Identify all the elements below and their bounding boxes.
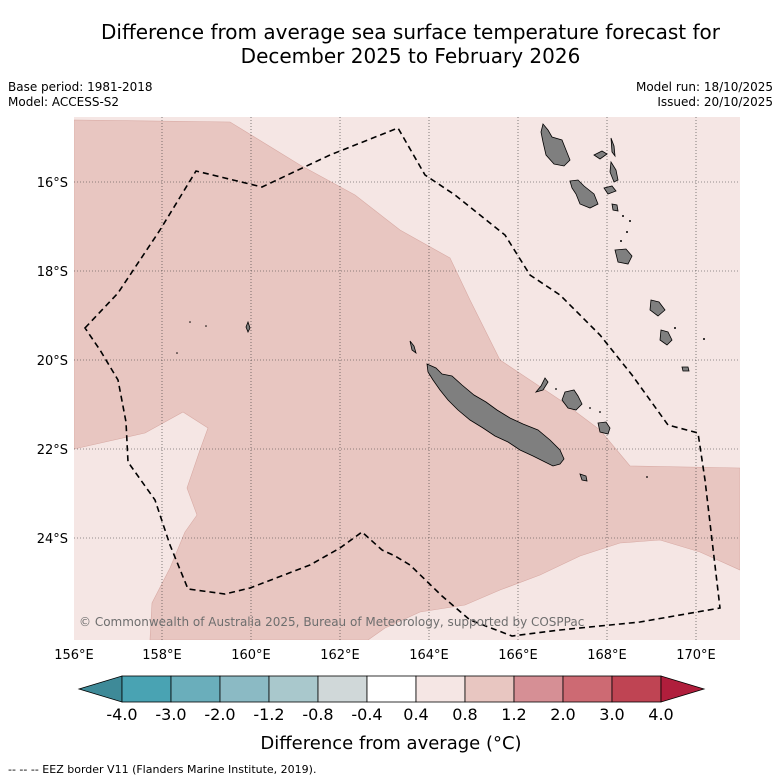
lat-label-22s: 22°S — [37, 443, 68, 458]
grande-terre-island — [426, 363, 565, 467]
lifou-island — [561, 389, 583, 411]
maewo-island — [610, 137, 616, 158]
lat-label-16s: 16°S — [37, 176, 68, 191]
lon-label-162e: 162°E — [320, 648, 360, 663]
colorbar-segment — [464, 675, 515, 703]
mare-island — [597, 421, 611, 435]
belep-islands — [409, 340, 417, 355]
colorbar-segment — [611, 675, 662, 703]
tanna-island — [659, 329, 673, 346]
colorbar: -4.0 -3.0 -2.0 -1.2 -0.8 -0.4 0.4 0.8 1.… — [77, 675, 706, 754]
model-name: Model: ACCESS-S2 — [8, 95, 120, 109]
lon-label-158e: 158°E — [142, 648, 182, 663]
lat-labels: 16°S 18°S 20°S 22°S 24°S — [37, 176, 68, 547]
colorbar-segment — [170, 675, 221, 703]
colorbar-tick: 3.0 — [599, 705, 624, 724]
anomaly-region-dark — [74, 119, 740, 640]
pentecost-island — [609, 160, 619, 183]
lon-label-168e: 168°E — [587, 648, 627, 663]
copyright-notice: © Commonwealth of Australia 2025, Bureau… — [79, 615, 584, 629]
title-line-2: December 2025 to February 2026 — [240, 44, 581, 68]
ambae-island — [593, 150, 608, 160]
colorbar-tick: -2.0 — [204, 705, 235, 724]
lon-label-164e: 164°E — [409, 648, 449, 663]
colorbar-tick: -1.2 — [253, 705, 284, 724]
colorbar-label: Difference from average (°C) — [260, 733, 521, 754]
espiritu-santo-island — [540, 123, 571, 167]
colorbar-arrow-high — [660, 675, 706, 703]
eez-legend-note: -- -- -- EEZ border V11 (Flanders Marine… — [8, 763, 317, 776]
lon-label-156e: 156°E — [54, 648, 94, 663]
malekula-island — [569, 179, 599, 209]
lon-labels: 156°E 158°E 160°E 162°E 164°E 166°E 168°… — [54, 648, 716, 663]
info-right: Model run: 18/10/2025 Issued: 20/10/2025 — [636, 80, 773, 110]
lon-label-170e: 170°E — [676, 648, 716, 663]
base-period: Base period: 1981-2018 — [8, 80, 153, 94]
colorbar-tick: -4.0 — [106, 705, 137, 724]
colorbar-tick: 0.4 — [403, 705, 428, 724]
colorbar-tick: 4.0 — [648, 705, 673, 724]
colorbar-segment — [219, 675, 270, 703]
title-line-1: Difference from average sea surface temp… — [100, 20, 720, 44]
isle-of-pines — [579, 473, 588, 482]
chart-title: Difference from average sea surface temp… — [40, 20, 781, 68]
efate-island — [614, 248, 633, 265]
colorbar-segment — [415, 675, 466, 703]
land-masses — [176, 123, 705, 482]
colorbar-tick: 2.0 — [550, 705, 575, 724]
colorbar-tick: 1.2 — [501, 705, 526, 724]
lat-label-20s: 20°S — [37, 354, 68, 369]
colorbar-segment — [562, 675, 613, 703]
issued-date: Issued: 20/10/2025 — [657, 95, 773, 109]
colorbar-segment — [268, 675, 319, 703]
eez-border-new-caledonia — [83, 127, 721, 637]
colorbar-segment — [366, 675, 417, 703]
lat-label-18s: 18°S — [37, 265, 68, 280]
small-islets — [176, 215, 705, 478]
colorbar-segment — [121, 675, 172, 703]
ambrym-island — [603, 185, 617, 195]
erromango-island — [649, 299, 666, 317]
colorbar-segment — [513, 675, 564, 703]
model-run: Model run: 18/10/2025 — [635, 80, 773, 94]
colorbar-tick: -3.0 — [155, 705, 186, 724]
aneityum-island — [681, 366, 690, 372]
lon-label-166e: 166°E — [498, 648, 538, 663]
epi-island — [611, 203, 619, 212]
chesterfield-reef — [245, 320, 251, 333]
lat-label-24s: 24°S — [37, 532, 68, 547]
colorbar-segment — [317, 675, 368, 703]
colorbar-arrow-low — [77, 675, 123, 703]
colorbar-tick: -0.8 — [302, 705, 333, 724]
graticule — [74, 117, 740, 640]
colorbar-tick: -0.4 — [351, 705, 382, 724]
map-area: © Commonwealth of Australia 2025, Bureau… — [74, 117, 740, 640]
ouvea-island — [534, 377, 549, 393]
lon-label-160e: 160°E — [231, 648, 271, 663]
colorbar-tick: 0.8 — [452, 705, 477, 724]
info-left: Base period: 1981-2018 Model: ACCESS-S2 — [8, 80, 153, 110]
